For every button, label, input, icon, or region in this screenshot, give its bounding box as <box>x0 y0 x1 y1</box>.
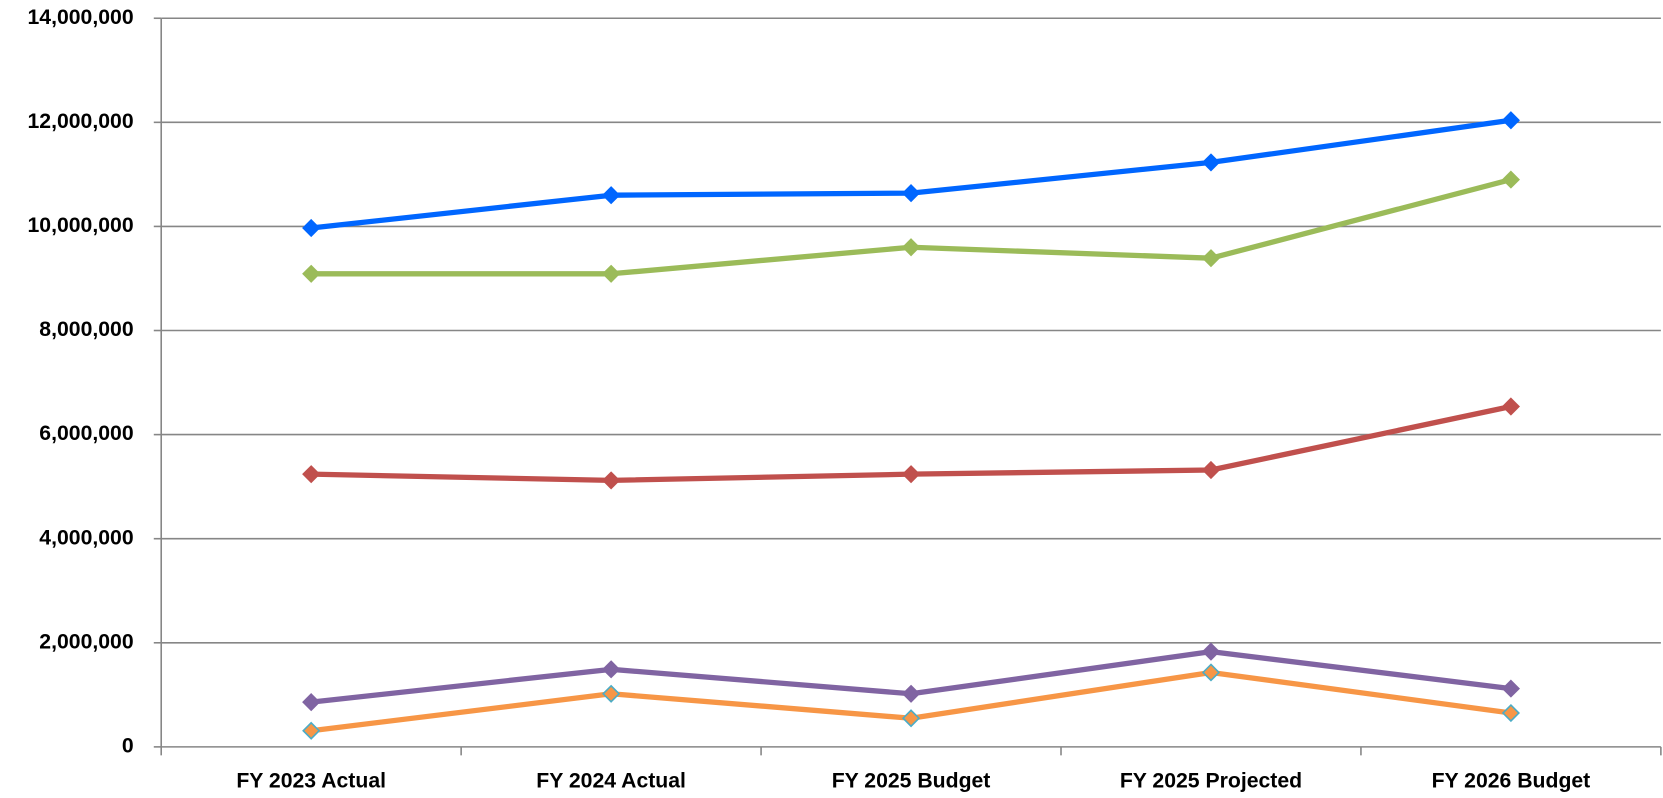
marker <box>302 218 321 238</box>
x-tick-label: FY 2026 Budget <box>1432 769 1591 792</box>
marker <box>1501 170 1520 189</box>
y-tick-label: 2,000,000 <box>39 630 133 653</box>
y-tick-label: 6,000,000 <box>39 422 133 445</box>
marker <box>302 693 321 712</box>
y-tick-label: 8,000,000 <box>39 318 133 341</box>
marker <box>302 264 321 283</box>
marker <box>1501 679 1520 698</box>
marker <box>901 238 921 257</box>
marker <box>1501 111 1520 130</box>
marker <box>1201 249 1221 268</box>
marker <box>901 709 921 728</box>
marker <box>602 264 621 283</box>
x-tick-label: FY 2025 Budget <box>832 769 991 792</box>
x-tick-label: FY 2025 Projected <box>1120 769 1302 792</box>
marker <box>1201 642 1221 661</box>
y-tick-label: 14,000,000 <box>28 6 134 29</box>
marker <box>901 465 921 484</box>
marker <box>1201 460 1221 480</box>
marker <box>602 471 621 490</box>
marker <box>302 721 321 740</box>
x-tick-label: FY 2023 Actual <box>236 769 386 792</box>
y-tick-label: 0 <box>122 734 134 757</box>
marker <box>602 186 621 205</box>
y-tick-label: 10,000,000 <box>28 214 134 237</box>
marker <box>901 184 921 203</box>
marker <box>302 465 321 484</box>
marker <box>901 684 921 703</box>
y-tick-label: 12,000,000 <box>28 110 134 133</box>
marker <box>602 660 621 679</box>
series-line <box>310 117 1512 231</box>
marker <box>602 684 621 703</box>
marker <box>1201 153 1221 172</box>
x-tick-label: FY 2024 Actual <box>536 769 686 792</box>
marker <box>1501 703 1520 723</box>
marker <box>1201 663 1221 682</box>
y-tick-label: 4,000,000 <box>39 526 133 549</box>
marker <box>1501 397 1520 416</box>
